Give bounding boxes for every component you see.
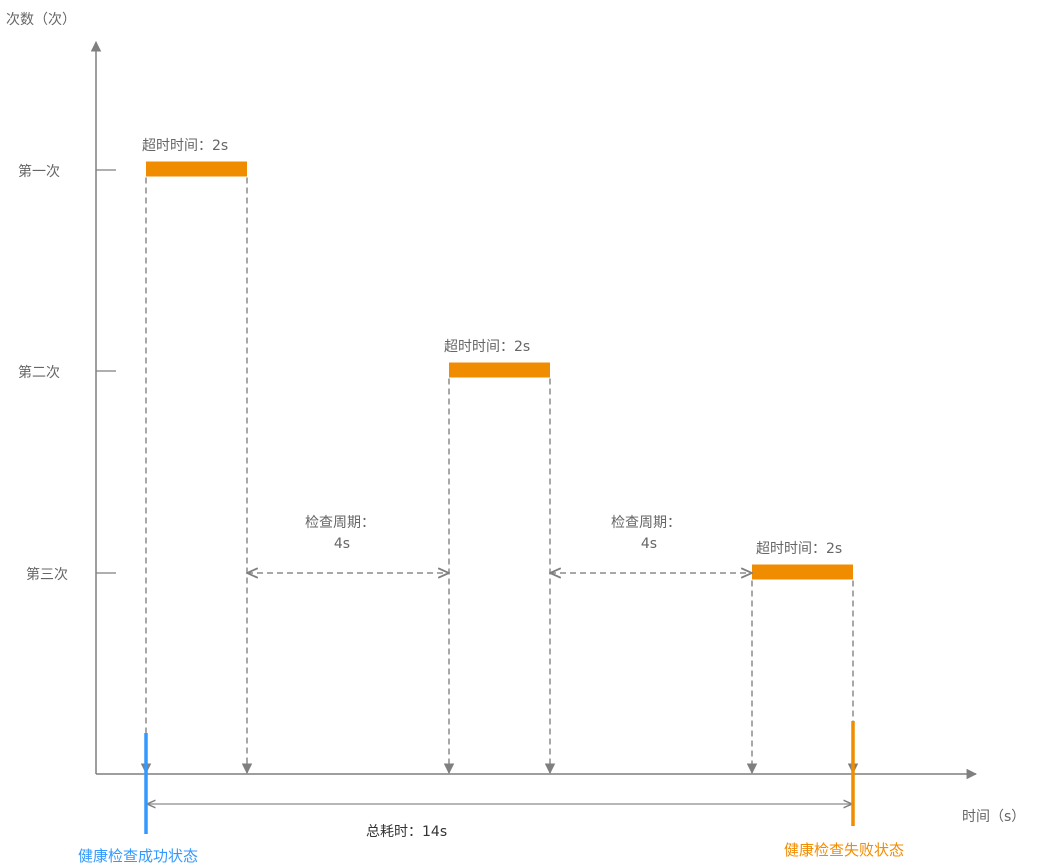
- row-label-first: 第一次: [18, 163, 60, 180]
- status-fail-label: 健康检查失败状态: [784, 841, 904, 859]
- timeout-bar-2: [449, 362, 550, 378]
- period-label-2-line1: 检查周期：: [611, 515, 681, 531]
- period-label-1-line2: 4s: [334, 536, 350, 552]
- y-axis-label: 次数（次）: [6, 12, 76, 28]
- row-label-third: 第三次: [26, 566, 68, 583]
- timeout-label-third: 超时时间：2s: [756, 541, 842, 557]
- total-duration-label: 总耗时：14s: [366, 824, 447, 840]
- period-label-1-line1: 检查周期：: [305, 515, 375, 531]
- timeout-label-first: 超时时间：2s: [142, 138, 228, 154]
- timeout-label-second: 超时时间：2s: [444, 339, 530, 355]
- x-axis-label: 时间（s）: [962, 809, 1025, 825]
- timeout-bar-1: [146, 161, 247, 177]
- row-label-second: 第二次: [18, 364, 60, 381]
- timeout-bar-3: [752, 564, 853, 580]
- status-success-label: 健康检查成功状态: [78, 847, 198, 865]
- period-label-2-line2: 4s: [641, 536, 657, 552]
